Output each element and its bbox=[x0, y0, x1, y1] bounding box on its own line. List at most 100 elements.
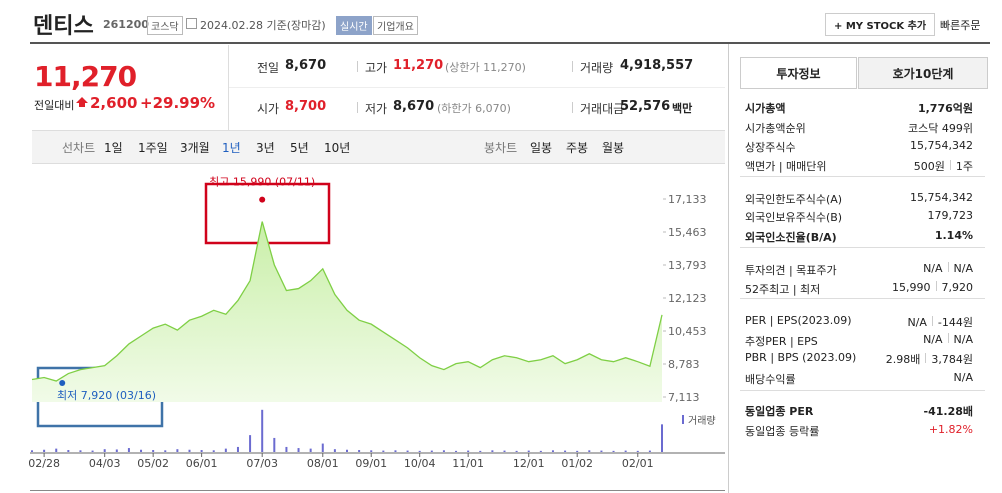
info-value-part: N/A bbox=[953, 262, 973, 275]
max-highlight bbox=[204, 182, 331, 245]
up-arrow bbox=[76, 97, 88, 107]
period-tab[interactable]: 1일 bbox=[104, 141, 123, 155]
y-tick-label: 13,793 bbox=[668, 259, 707, 272]
info-value-part: 1주 bbox=[955, 160, 973, 173]
volume-bar bbox=[115, 449, 118, 452]
period-tab[interactable]: 10년 bbox=[324, 141, 351, 155]
volume-bar bbox=[67, 450, 70, 452]
tab[interactable]: 호가10단계 bbox=[858, 57, 988, 89]
company-badge[interactable]: 기업개요 bbox=[373, 16, 418, 35]
info-value-part: N/A bbox=[953, 333, 973, 346]
info-value: 코스닥 499위 bbox=[908, 122, 973, 135]
annotation-dot bbox=[259, 196, 266, 203]
info-label: 시가총액 bbox=[745, 102, 786, 115]
info-row: 52주최고 | 최저 15,990 7,920 bbox=[745, 281, 973, 297]
tab-active[interactable]: 투자정보 bbox=[740, 57, 857, 89]
info-row: 외국인한도주식수(A) 15,754,342 bbox=[745, 191, 973, 207]
x-tick-label: 10/04 bbox=[404, 457, 436, 470]
info-value-part: 2.98배 bbox=[885, 353, 921, 366]
info-label: PBR | BPS (2023.09) bbox=[745, 351, 857, 364]
volume-bar bbox=[333, 449, 336, 452]
x-tick-label: 12/01 bbox=[513, 457, 545, 470]
volume-bar bbox=[200, 450, 203, 452]
info-value-part: N/A bbox=[907, 316, 927, 329]
info-label: 액면가 | 매매단위 bbox=[745, 160, 827, 173]
price-line bbox=[31, 221, 663, 382]
volume-bar bbox=[479, 450, 482, 452]
info-label: 동일업종 등락률 bbox=[745, 425, 820, 438]
volume-bar bbox=[103, 449, 106, 452]
quote-rule bbox=[229, 87, 725, 88]
current-price: 11,270 bbox=[34, 60, 137, 93]
period-tab[interactable]: 5년 bbox=[290, 141, 309, 155]
header-rule bbox=[30, 42, 990, 44]
realtime-badge[interactable]: 실시간 bbox=[336, 16, 372, 35]
period-tab[interactable]: 1주일 bbox=[138, 141, 168, 155]
volume-bar bbox=[31, 450, 33, 452]
info-value: 1,776억원 bbox=[917, 102, 973, 115]
candle-tab[interactable]: 일봉 bbox=[530, 141, 553, 155]
info-label: 추정PER | EPS bbox=[745, 335, 818, 348]
info-value: -41.28배 bbox=[923, 405, 973, 418]
quote-label: 저가 bbox=[365, 102, 388, 116]
sep bbox=[949, 160, 951, 170]
bottom-rule bbox=[30, 490, 725, 491]
y-tick-label: 10,453 bbox=[668, 325, 707, 338]
x-tick-label: 08/01 bbox=[307, 457, 339, 470]
quote-label: 고가 bbox=[365, 61, 388, 75]
candle-tab[interactable]: 월봉 bbox=[602, 141, 625, 155]
volume-bar bbox=[406, 450, 409, 452]
info-value-part: 15,990 bbox=[892, 281, 931, 294]
y-tick-label: 17,133 bbox=[668, 193, 707, 206]
x-tick-label: 02/01 bbox=[622, 457, 654, 470]
info-label: 52주최고 | 최저 bbox=[745, 283, 821, 296]
info-value: 179,723 bbox=[927, 209, 974, 222]
quote-note: 백만 bbox=[672, 102, 693, 115]
info-label: 배당수익률 bbox=[745, 373, 796, 386]
period-tab[interactable]: 1년 bbox=[222, 141, 241, 155]
candle-tab[interactable]: 주봉 bbox=[566, 141, 589, 155]
change-label: 전일대비 bbox=[34, 99, 75, 112]
price-area bbox=[32, 221, 662, 402]
quick-order[interactable]: 빠른주문 bbox=[940, 19, 981, 32]
price-chart: 17,133 15,463 13,793 12,123 10,453 8,783 7,113… bbox=[28, 176, 725, 470]
info-value: 15,754,342 bbox=[910, 139, 973, 152]
info-row: 동일업종 PER -41.28배 bbox=[745, 403, 973, 419]
volume-bar bbox=[140, 449, 143, 452]
volume-bar bbox=[636, 450, 639, 452]
quote-label: 거래대금 bbox=[580, 102, 625, 116]
info-rule bbox=[740, 390, 985, 391]
period-tab[interactable]: 3년 bbox=[256, 141, 275, 155]
info-row: 시가총액순위 코스닥 499위 bbox=[745, 120, 973, 136]
info-row: 동일업종 등락률 +1.82% bbox=[745, 423, 973, 439]
quote-value: 11,270 bbox=[393, 58, 444, 73]
x-tick-label: 07/03 bbox=[246, 457, 278, 470]
volume-bar bbox=[442, 450, 445, 452]
change: 2,600 bbox=[90, 94, 138, 112]
volume-bar bbox=[551, 450, 554, 452]
info-value-part: 500원 bbox=[913, 160, 945, 173]
volume-bar bbox=[600, 450, 603, 452]
info-value: N/A N/A bbox=[923, 333, 973, 349]
info-value: 1.14% bbox=[934, 229, 973, 242]
annotation: 최고 15,990 (07/11) bbox=[209, 176, 315, 189]
volume-bar bbox=[212, 450, 215, 452]
mystock-button[interactable]: + MY STOCK 추가 bbox=[825, 13, 936, 36]
period-tab[interactable]: 3개월 bbox=[180, 141, 210, 155]
volume-bar bbox=[527, 450, 530, 452]
quote-sep bbox=[357, 102, 358, 113]
info-value: 500원 1주 bbox=[914, 158, 973, 174]
info-label: PER | EPS(2023.09) bbox=[745, 314, 852, 327]
divider bbox=[228, 45, 229, 130]
candle-label: 봉차트 bbox=[484, 141, 518, 155]
volume-bar bbox=[236, 446, 239, 452]
volume-bar bbox=[285, 446, 288, 452]
volume-legend-icon bbox=[682, 415, 684, 424]
quote-note: (하한가 6,070) bbox=[437, 102, 511, 115]
info-rule bbox=[740, 247, 985, 248]
y-tick-label: 15,463 bbox=[668, 226, 707, 239]
stock-code: 261200 bbox=[103, 18, 149, 31]
info-value: 2.98배 3,784원 bbox=[886, 351, 973, 367]
volume-bar bbox=[152, 450, 155, 452]
